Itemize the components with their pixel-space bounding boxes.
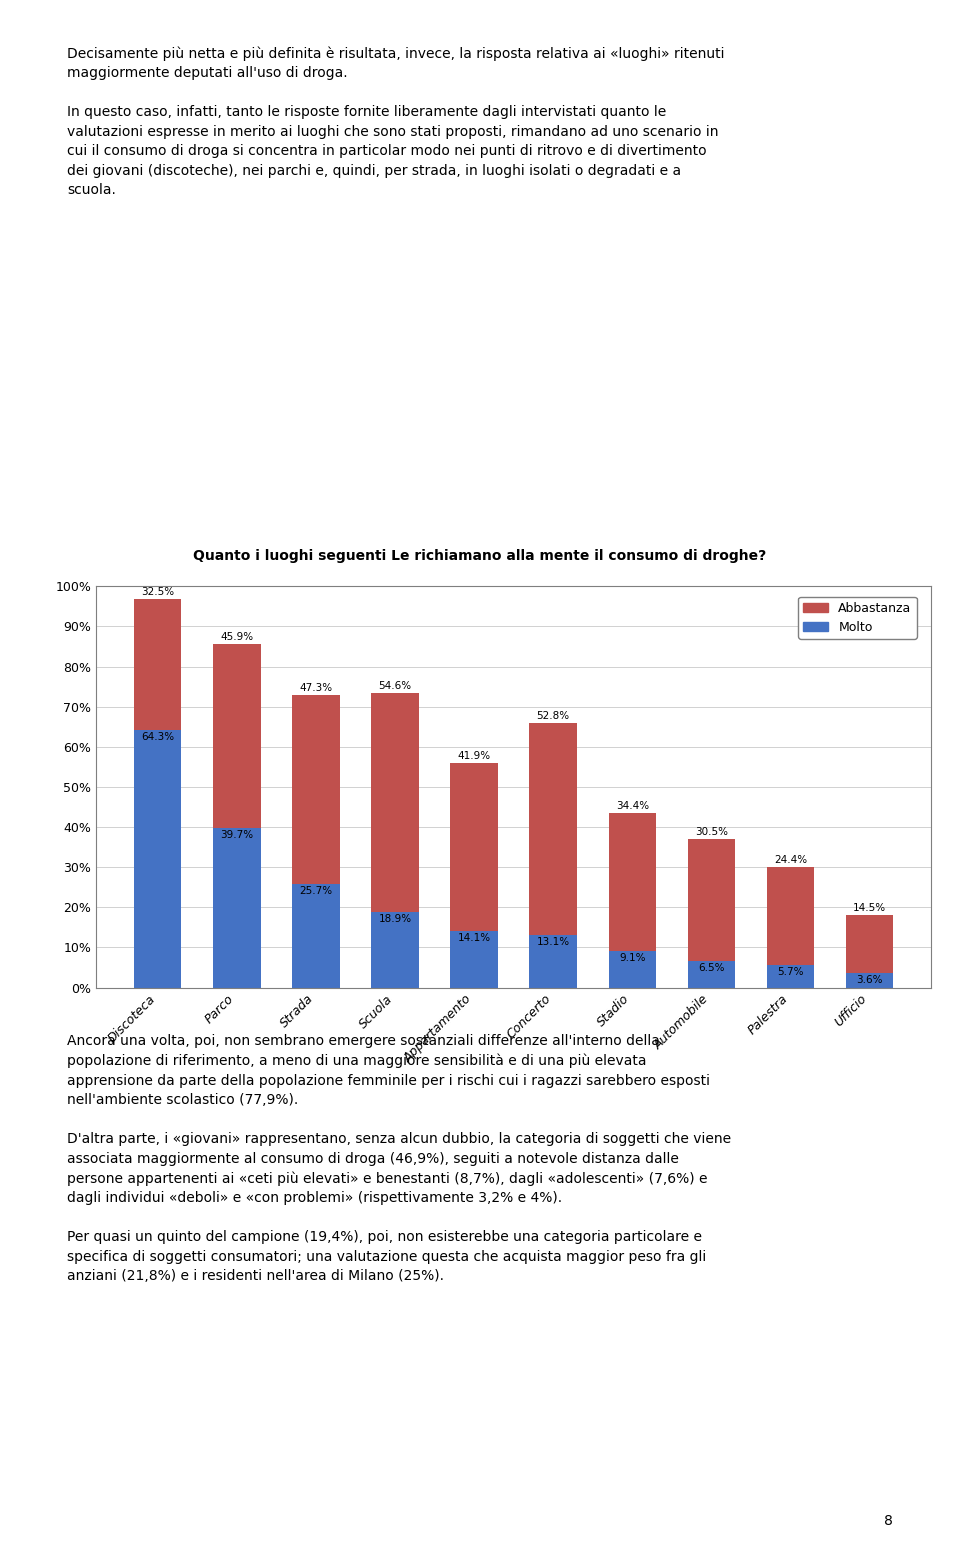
Bar xyxy=(213,829,260,988)
Text: 30.5%: 30.5% xyxy=(695,827,728,836)
Text: 14.5%: 14.5% xyxy=(852,903,886,913)
Text: 13.1%: 13.1% xyxy=(537,937,569,947)
Bar xyxy=(687,961,735,988)
Text: 24.4%: 24.4% xyxy=(774,855,807,864)
Text: 41.9%: 41.9% xyxy=(458,751,491,761)
Text: 32.5%: 32.5% xyxy=(141,588,175,597)
Bar xyxy=(134,730,181,988)
Text: 64.3%: 64.3% xyxy=(141,731,175,742)
Text: 14.1%: 14.1% xyxy=(458,934,491,943)
Bar xyxy=(609,950,656,988)
Text: 52.8%: 52.8% xyxy=(537,711,569,721)
Text: 39.7%: 39.7% xyxy=(220,830,253,841)
Bar xyxy=(292,884,340,988)
Text: 54.6%: 54.6% xyxy=(378,680,412,691)
Bar xyxy=(687,839,735,961)
Bar xyxy=(213,643,260,829)
Text: 3.6%: 3.6% xyxy=(856,975,883,984)
Bar xyxy=(529,724,577,935)
Text: 6.5%: 6.5% xyxy=(698,963,725,974)
Text: 34.4%: 34.4% xyxy=(615,801,649,812)
Bar xyxy=(529,935,577,988)
Bar xyxy=(372,693,419,912)
Text: Quanto i luoghi seguenti Le richiamano alla mente il consumo di droghe?: Quanto i luoghi seguenti Le richiamano a… xyxy=(193,549,767,563)
Text: 47.3%: 47.3% xyxy=(300,682,332,693)
Text: 9.1%: 9.1% xyxy=(619,954,645,963)
Text: 45.9%: 45.9% xyxy=(220,633,253,642)
Bar xyxy=(846,915,893,974)
Bar xyxy=(134,599,181,730)
Legend: Abbastanza, Molto: Abbastanza, Molto xyxy=(799,597,917,639)
Text: Decisamente più netta e più definita è risultata, invece, la risposta relativa a: Decisamente più netta e più definita è r… xyxy=(67,46,725,198)
Text: 8: 8 xyxy=(884,1514,893,1528)
Bar xyxy=(450,930,498,988)
Bar xyxy=(450,762,498,930)
Bar xyxy=(846,974,893,988)
Bar xyxy=(292,694,340,884)
Text: 18.9%: 18.9% xyxy=(378,913,412,924)
Bar xyxy=(609,813,656,950)
Bar xyxy=(767,867,814,964)
Bar xyxy=(372,912,419,988)
Text: 5.7%: 5.7% xyxy=(778,966,804,977)
Text: Ancora una volta, poi, non sembrano emergere sostanziali differenze all'interno : Ancora una volta, poi, non sembrano emer… xyxy=(67,1034,732,1284)
Text: 25.7%: 25.7% xyxy=(300,886,332,896)
Bar xyxy=(767,964,814,988)
